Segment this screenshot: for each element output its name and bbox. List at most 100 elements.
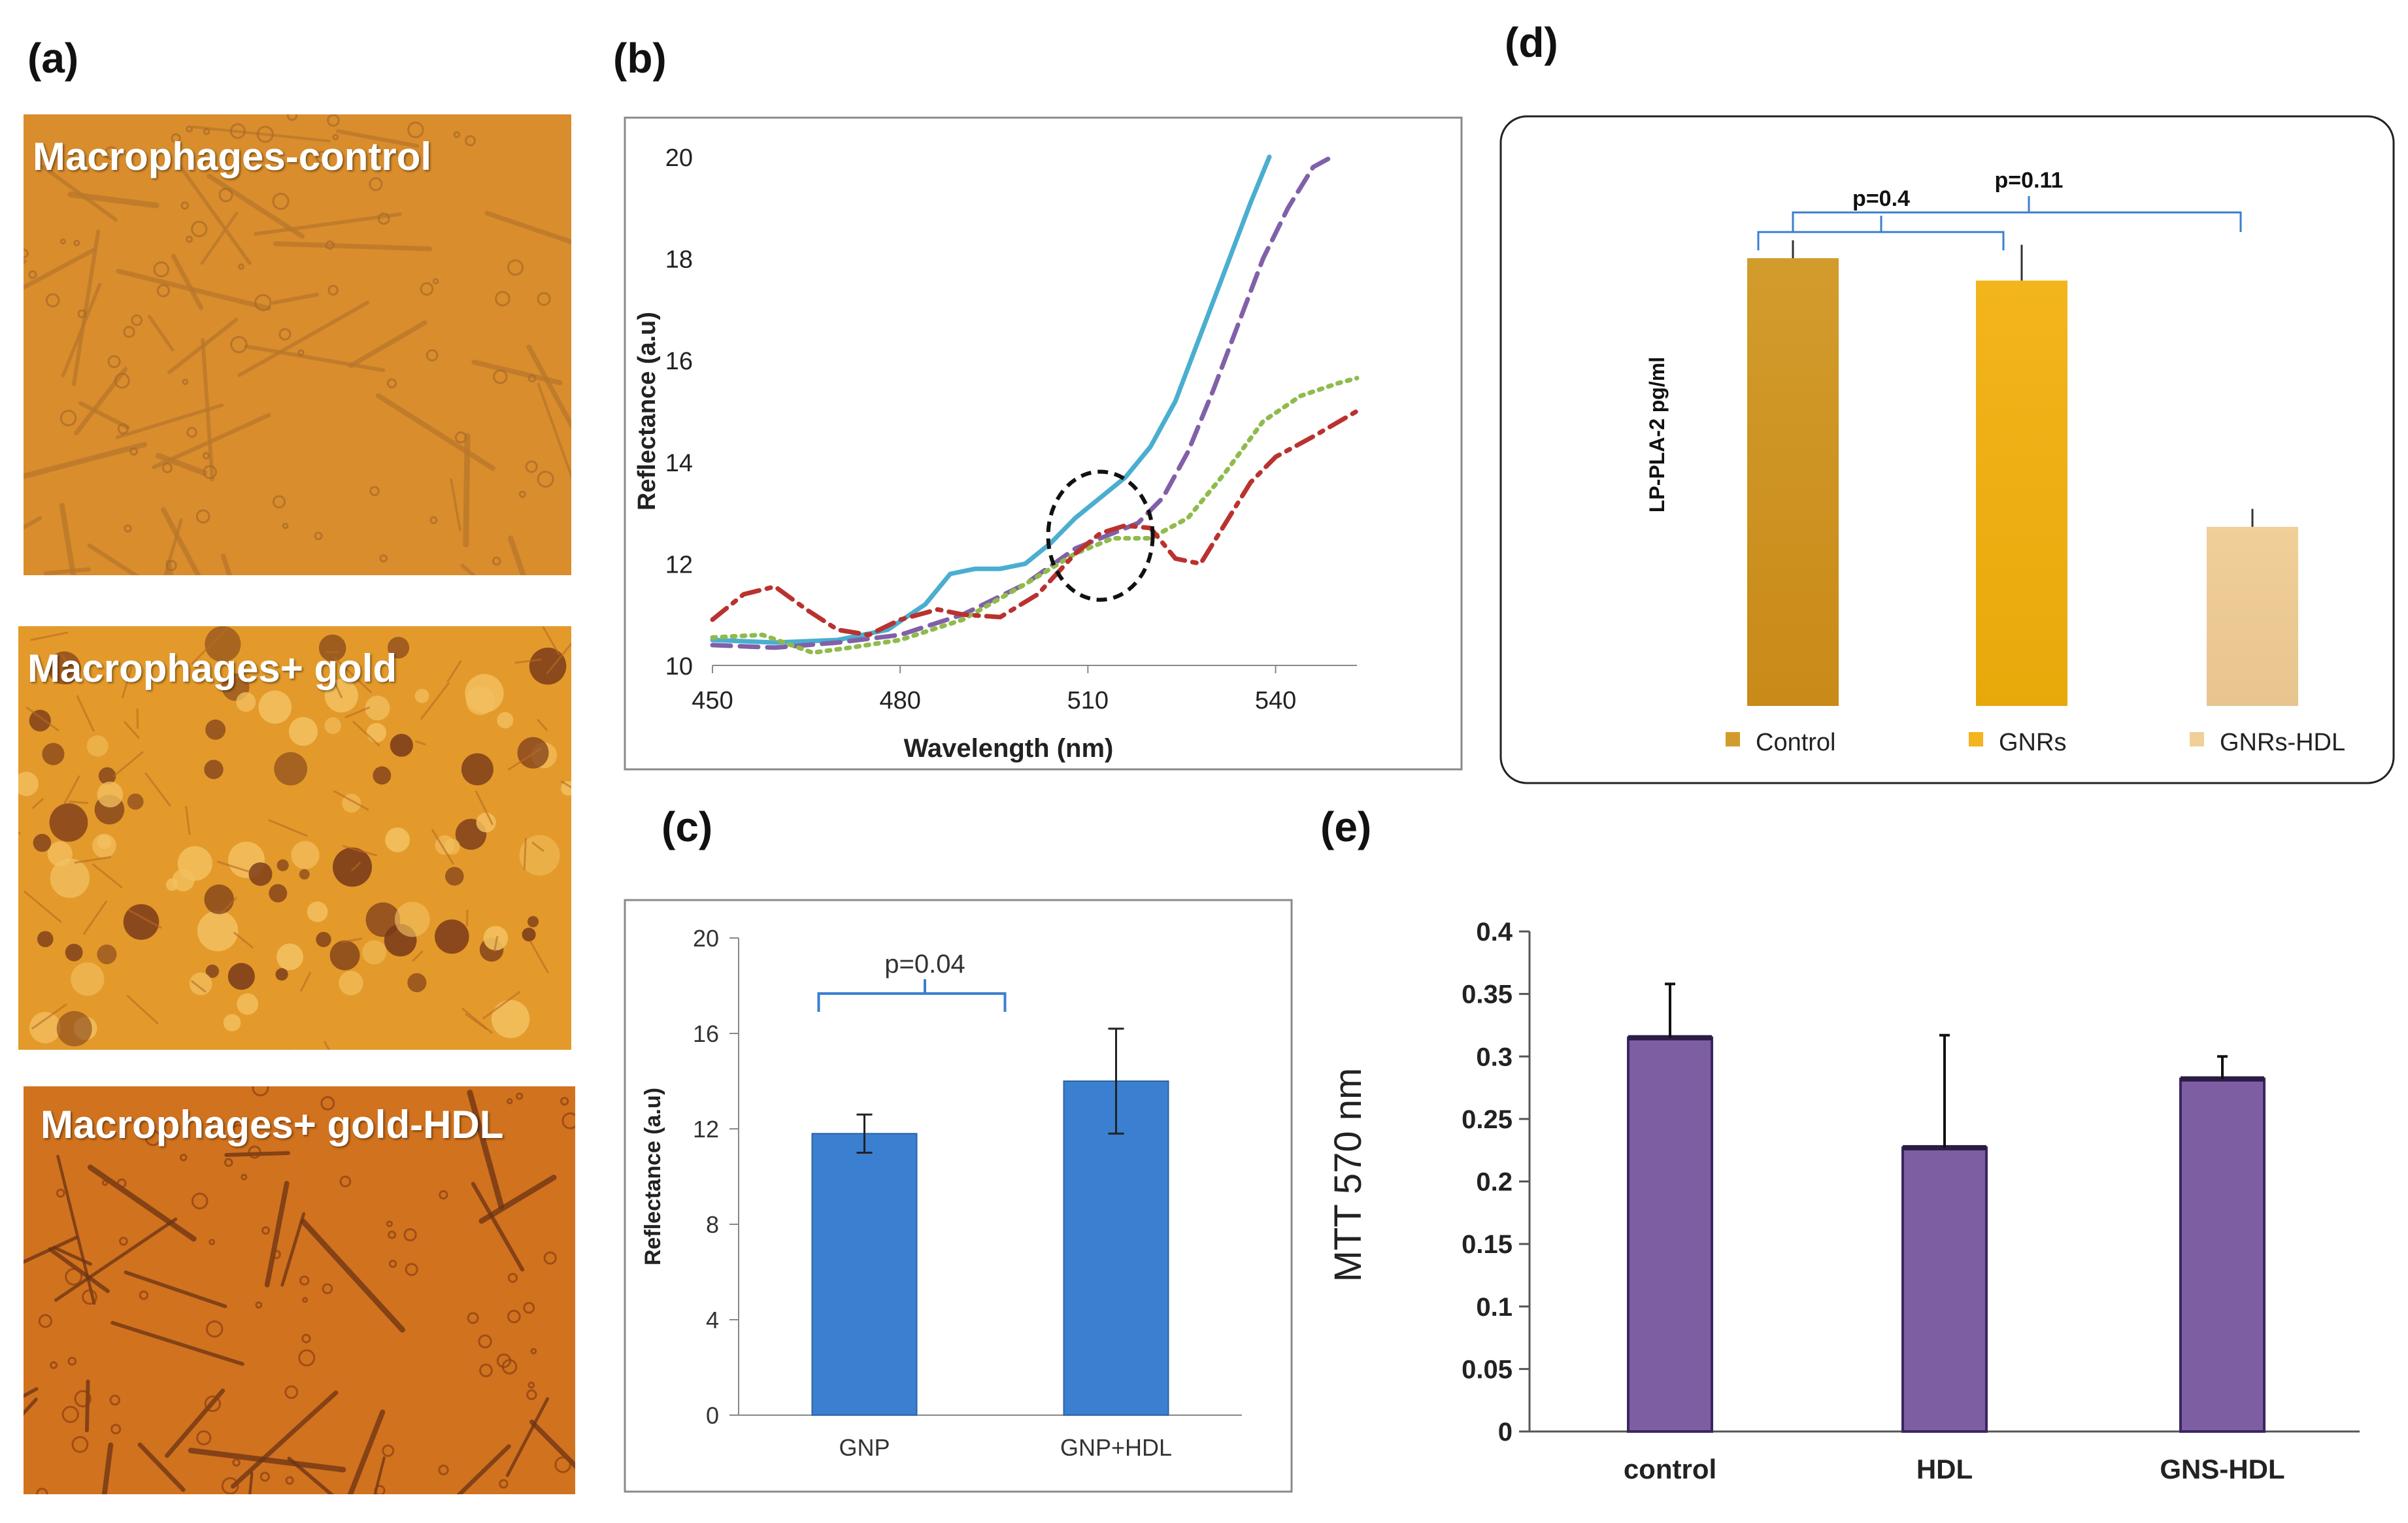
cell-spindle: [72, 229, 101, 386]
cell-dot: [478, 1334, 492, 1348]
cell-process: [514, 658, 542, 664]
cell-spindle: [526, 344, 571, 430]
cell: [362, 940, 387, 965]
cell-dot: [499, 1479, 509, 1489]
cell: [205, 626, 241, 662]
cell-spindle: [175, 160, 252, 265]
chart-e-y-tick-label: 0.1: [1476, 1293, 1513, 1322]
panel-label-e: (e): [1320, 803, 1372, 850]
cell-process: [126, 994, 159, 1025]
cell: [288, 716, 318, 746]
micrograph-control: Macrophages-control: [24, 114, 571, 575]
cell: [299, 869, 310, 880]
cell-process: [112, 750, 144, 778]
cell: [407, 973, 427, 992]
panel-label-b: (b): [613, 35, 667, 82]
cell-dot: [507, 1098, 513, 1105]
cell-spindle: [505, 1397, 550, 1477]
cell-dot: [171, 133, 181, 144]
cell-dot: [339, 1175, 352, 1188]
cell-spindle: [101, 1442, 114, 1494]
cell-dot: [388, 1260, 397, 1268]
chart-e-y-tick-label: 0.3: [1476, 1043, 1513, 1071]
cell-dot: [186, 126, 193, 133]
cell-dot: [196, 1430, 212, 1446]
cell-spindle: [280, 1212, 306, 1287]
cell: [56, 1011, 92, 1046]
cell-spindle: [450, 478, 461, 531]
chart-e-y-tick-label: 0: [1498, 1418, 1513, 1447]
cell: [258, 690, 292, 724]
cell-dot: [525, 460, 538, 473]
micrograph-gold-hdl: Macrophages+ gold-HDL: [24, 1086, 575, 1494]
cell-process: [507, 747, 543, 771]
cell-process: [23, 890, 62, 924]
cell-process: [446, 660, 462, 683]
cell-dot: [114, 373, 130, 389]
cell: [223, 1014, 241, 1031]
cell: [97, 945, 117, 965]
cell-process: [529, 940, 550, 974]
cell-dot: [153, 261, 169, 278]
chart-e-x-tick-label: control: [1624, 1454, 1716, 1484]
cell-dot: [327, 114, 340, 127]
cell-dot: [495, 291, 510, 307]
cell: [33, 833, 52, 852]
chart-c-y-tick-label: 16: [693, 1020, 719, 1047]
chart-b-x-tick-label: 450: [692, 687, 733, 714]
cell-dot: [179, 1154, 188, 1162]
cell-dot: [386, 1220, 393, 1228]
cell-spindle: [171, 254, 204, 310]
cell: [414, 688, 429, 703]
cell-spindle: [224, 1151, 290, 1157]
chart-c-x-tick-label: GNP: [839, 1434, 890, 1461]
cell: [50, 858, 90, 898]
cell-spindle: [300, 1218, 405, 1333]
cell-dot: [388, 1230, 397, 1239]
cell-dot: [527, 1381, 535, 1389]
cell-process: [412, 950, 424, 962]
chart-b-y-tick-label: 12: [665, 551, 693, 578]
cell-dot: [224, 1158, 233, 1167]
chart-b-x-label: Wavelength (nm): [904, 734, 1114, 763]
cell: [37, 931, 54, 948]
cell-dot: [202, 452, 210, 460]
cell-dot: [453, 131, 461, 139]
chart-b-y-tick-label: 16: [665, 348, 693, 375]
cell-dot: [285, 1476, 294, 1485]
cell-dot: [386, 378, 397, 389]
cell-process: [560, 780, 571, 789]
chart-d-bracket-1: [1757, 216, 2005, 250]
cell-dot: [28, 270, 37, 279]
cell-spindle: [137, 1442, 186, 1492]
chart-c-y-tick-label: 4: [706, 1307, 719, 1333]
cell-dot: [241, 1173, 248, 1180]
chart-c-y-tick-label: 20: [693, 925, 719, 952]
chart-e-bar-1: [1627, 1036, 1713, 1433]
cell: [307, 901, 328, 922]
cell-dot: [45, 293, 60, 308]
cell-spindle: [78, 401, 130, 430]
cell: [522, 928, 536, 942]
cell-dot: [191, 1192, 209, 1210]
cell-spindle: [347, 1409, 386, 1494]
cell-dot: [272, 495, 286, 509]
cell: [291, 841, 320, 869]
cell-process: [233, 931, 254, 949]
cell-process: [332, 678, 343, 699]
cell-dot: [316, 150, 329, 165]
cell-dot: [252, 1086, 269, 1097]
chart-d-legend-swatch-3: [2190, 732, 2204, 746]
cell-spindle: [335, 129, 420, 148]
cell-spindle: [116, 269, 271, 311]
cell-spindle: [59, 503, 76, 575]
cell-dot: [259, 1471, 270, 1482]
cell-dot: [221, 1477, 239, 1494]
cell: [197, 910, 239, 952]
cell-dot: [407, 121, 424, 139]
chart-b-y-tick-label: 10: [665, 653, 693, 680]
cell-dot: [298, 1349, 316, 1367]
cell: [365, 902, 401, 937]
cell-spindle: [192, 126, 331, 142]
cell: [97, 781, 124, 808]
